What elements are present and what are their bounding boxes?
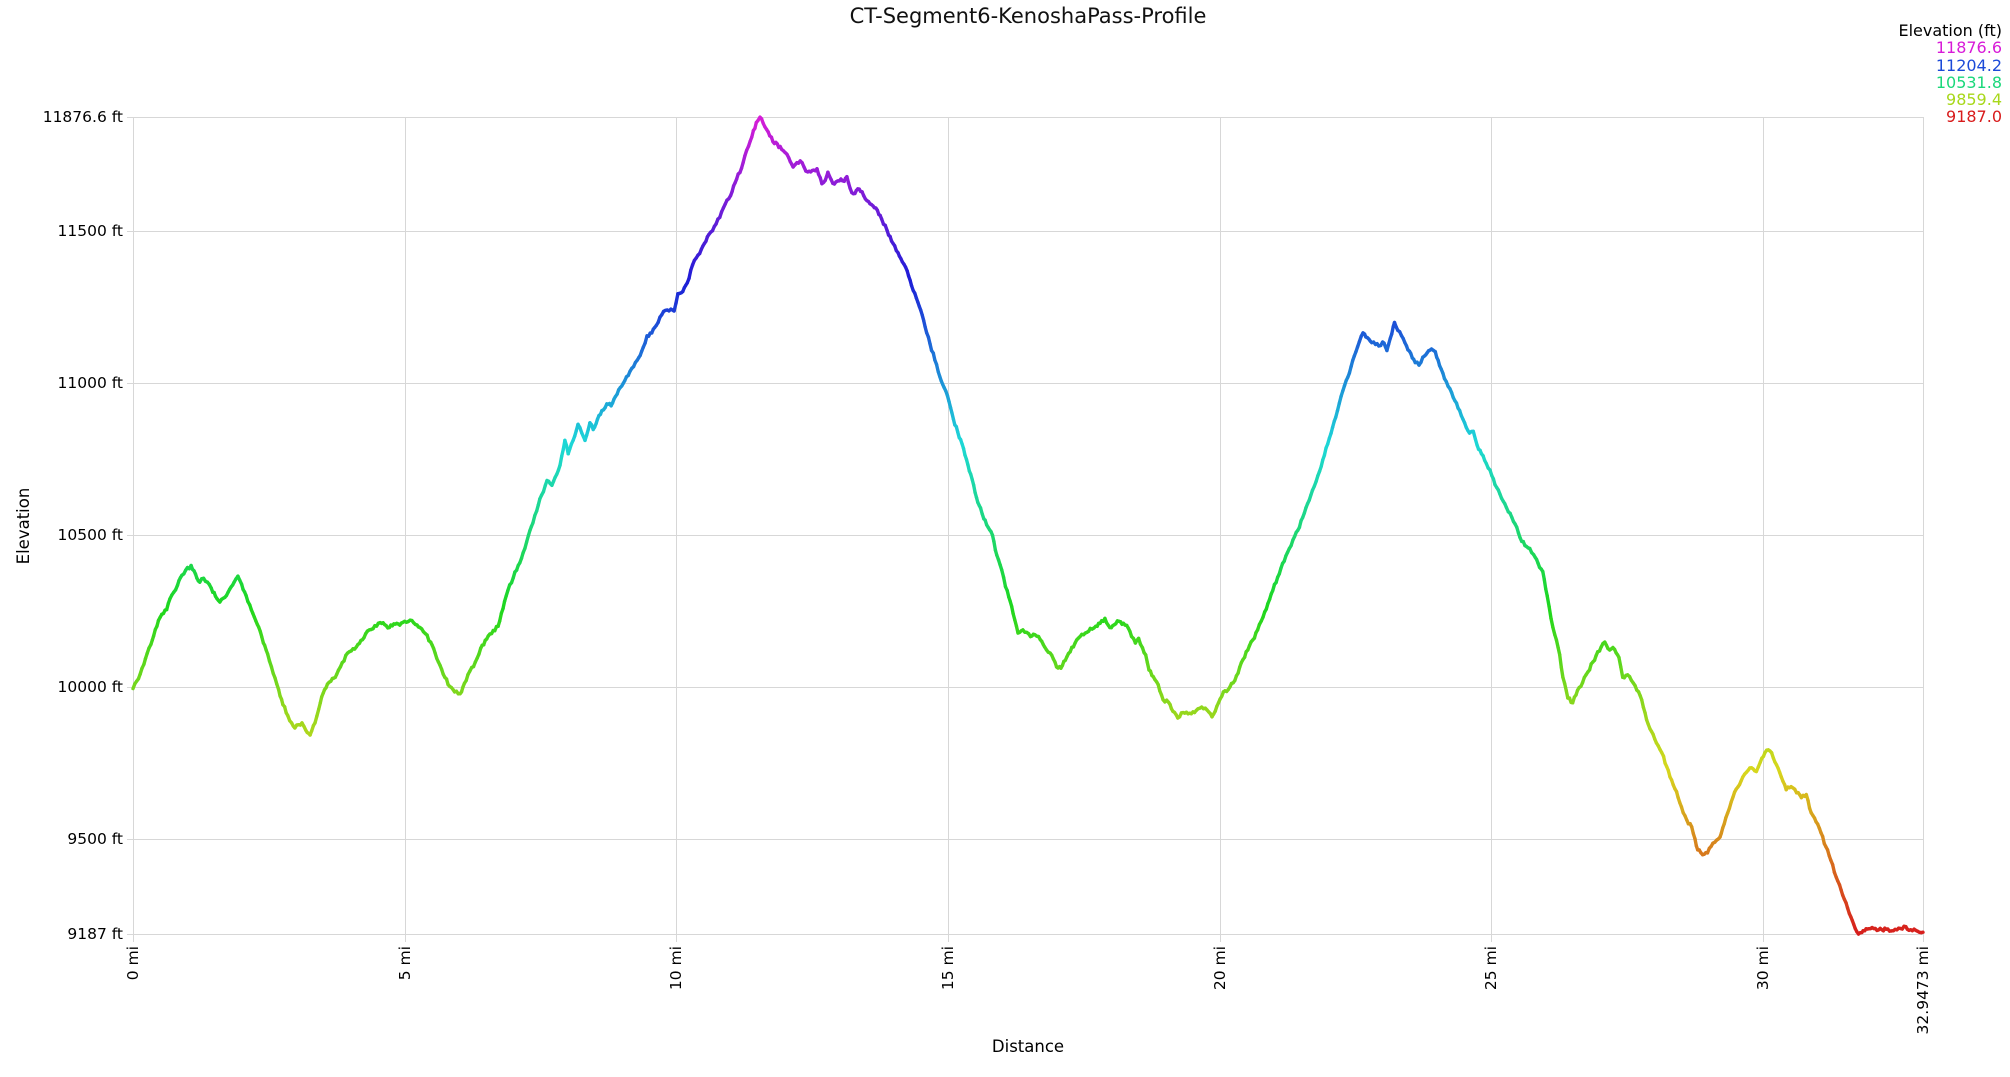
elevation-profile-line bbox=[131, 115, 1925, 936]
legend-entries: 11876.6 11204.2 10531.8 9859.4 9187.0 bbox=[1898, 38, 2002, 127]
y-axis-tick-label: 11500 ft bbox=[57, 222, 124, 241]
y-axis-tick-label: 11000 ft bbox=[57, 374, 124, 393]
x-axis-tick-label: 15 mi bbox=[938, 946, 957, 991]
legend-entry: 11876.6 bbox=[1935, 38, 2002, 58]
x-axis-tick-label: 10 mi bbox=[667, 946, 686, 991]
y-axis-tick-label: 11876.6 ft bbox=[42, 108, 123, 126]
y-axis-tick-label: 9187 ft bbox=[67, 925, 123, 943]
y-axis-tick-label: 10500 ft bbox=[57, 526, 124, 545]
page-title: CT-Segment6-KenoshaPass-Profile bbox=[849, 4, 1207, 28]
x-axis-tick-label: 30 mi bbox=[1753, 946, 1772, 991]
y-axis-tick-label: 10000 ft bbox=[57, 678, 124, 697]
x-axis-tick-label: 32.9473 mi bbox=[1914, 946, 1932, 1035]
legend-title: Elevation (ft) bbox=[1898, 21, 2002, 40]
legend-entry: 11204.2 bbox=[1935, 55, 2002, 75]
gridlines bbox=[127, 117, 1924, 942]
legend-entry: 10531.8 bbox=[1935, 72, 2002, 92]
x-axis-tick-label: 5 mi bbox=[395, 946, 414, 981]
y-axis-tick-label: 9500 ft bbox=[67, 829, 123, 848]
x-axis-tick-label: 20 mi bbox=[1210, 946, 1229, 991]
legend: Elevation (ft) 11876.6 11204.2 10531.8 9859… bbox=[1898, 22, 2002, 126]
x-axis-tick-label: 0 mi bbox=[124, 946, 142, 981]
legend-entry: 9859.4 bbox=[1946, 90, 2002, 110]
x-axis-title: Distance bbox=[991, 1037, 1065, 1056]
legend-entry: 9187.0 bbox=[1946, 107, 2002, 127]
x-axis-tick-label: 25 mi bbox=[1482, 946, 1501, 991]
